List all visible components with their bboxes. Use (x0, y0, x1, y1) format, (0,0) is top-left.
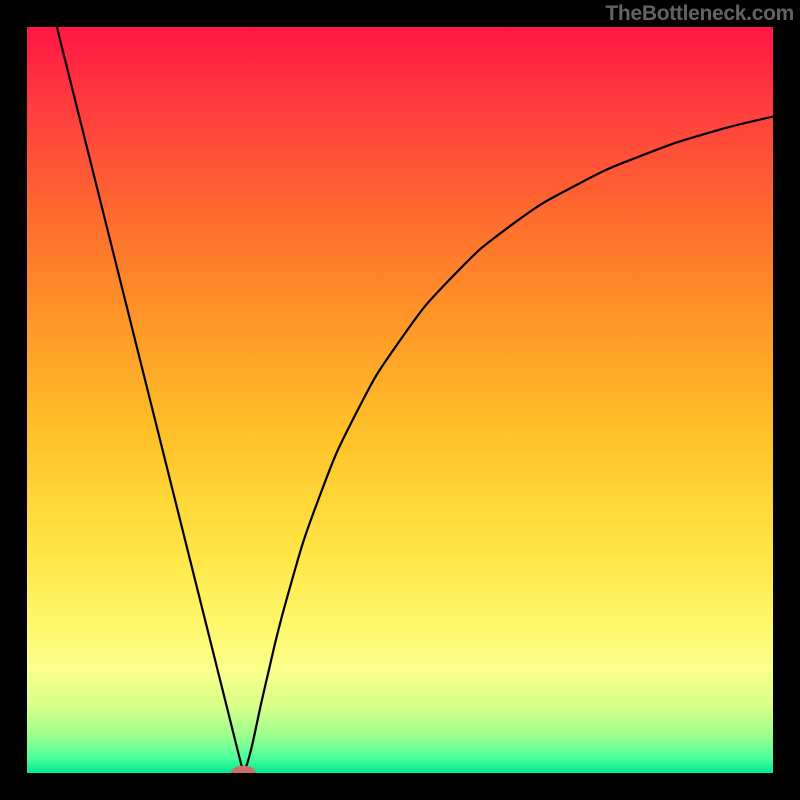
frame-border-left (0, 0, 27, 800)
chart-background (27, 27, 773, 773)
frame-border-right (773, 0, 800, 800)
chart-frame: TheBottleneck.com (0, 0, 800, 800)
frame-border-bottom (0, 773, 800, 800)
chart-svg (27, 27, 773, 773)
plot-area (27, 27, 773, 773)
watermark-text: TheBottleneck.com (605, 2, 794, 26)
